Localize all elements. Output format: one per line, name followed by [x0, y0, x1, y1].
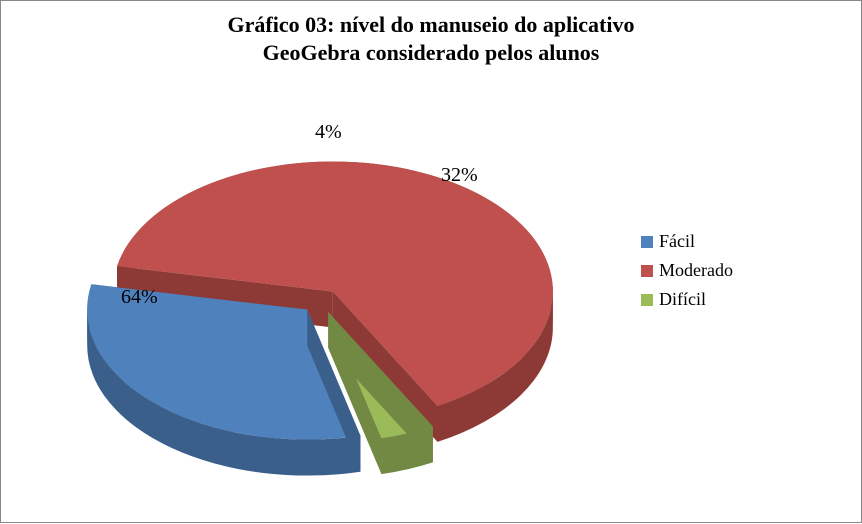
legend-swatch: [641, 236, 653, 248]
chart-container: Gráfico 03: nível do manuseio do aplicat…: [0, 0, 862, 523]
slice-label: 32%: [441, 164, 478, 187]
legend-item: Fácil: [641, 231, 733, 252]
slice-label: 4%: [315, 121, 342, 144]
legend-label: Moderado: [659, 260, 733, 281]
legend-swatch: [641, 265, 653, 277]
slice-label: 64%: [121, 286, 158, 309]
legend-label: Fácil: [659, 231, 695, 252]
legend: Fácil Moderado Difícil: [641, 231, 733, 318]
legend-item: Moderado: [641, 260, 733, 281]
legend-swatch: [641, 294, 653, 306]
legend-label: Difícil: [659, 289, 706, 310]
legend-item: Difícil: [641, 289, 733, 310]
